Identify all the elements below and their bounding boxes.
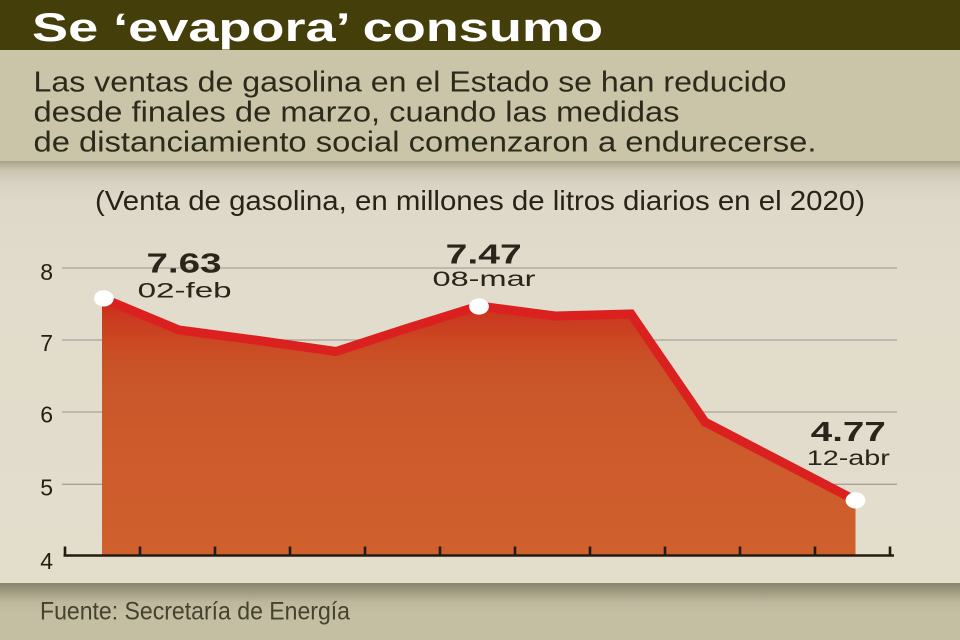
svg-text:08-mar: 08-mar — [433, 268, 536, 291]
svg-text:desde finales de marzo, cuando: desde finales de marzo, cuando las medid… — [34, 97, 680, 129]
svg-text:(Venta de gasolina, en millone: (Venta de gasolina, en millones de litro… — [95, 185, 865, 216]
svg-text:4.77: 4.77 — [811, 416, 886, 447]
svg-text:7.47: 7.47 — [446, 238, 522, 269]
svg-text:12-abr: 12-abr — [807, 447, 890, 470]
svg-text:5: 5 — [40, 475, 53, 501]
svg-text:7.63: 7.63 — [147, 248, 222, 279]
svg-text:02-feb: 02-feb — [138, 280, 232, 303]
svg-text:Fuente: Secretaría de Energía: Fuente: Secretaría de Energía — [40, 598, 350, 626]
svg-text:7: 7 — [40, 330, 53, 356]
svg-text:Las ventas de gasolina en el E: Las ventas de gasolina en el Estado se h… — [34, 67, 787, 99]
svg-text:8: 8 — [40, 259, 53, 285]
svg-text:de distanciamiento social come: de distanciamiento social comenzaron a e… — [34, 127, 817, 159]
svg-text:Se ‘evapora’ consumo: Se ‘evapora’ consumo — [32, 6, 603, 50]
svg-text:6: 6 — [40, 402, 53, 428]
svg-text:4: 4 — [40, 548, 53, 574]
